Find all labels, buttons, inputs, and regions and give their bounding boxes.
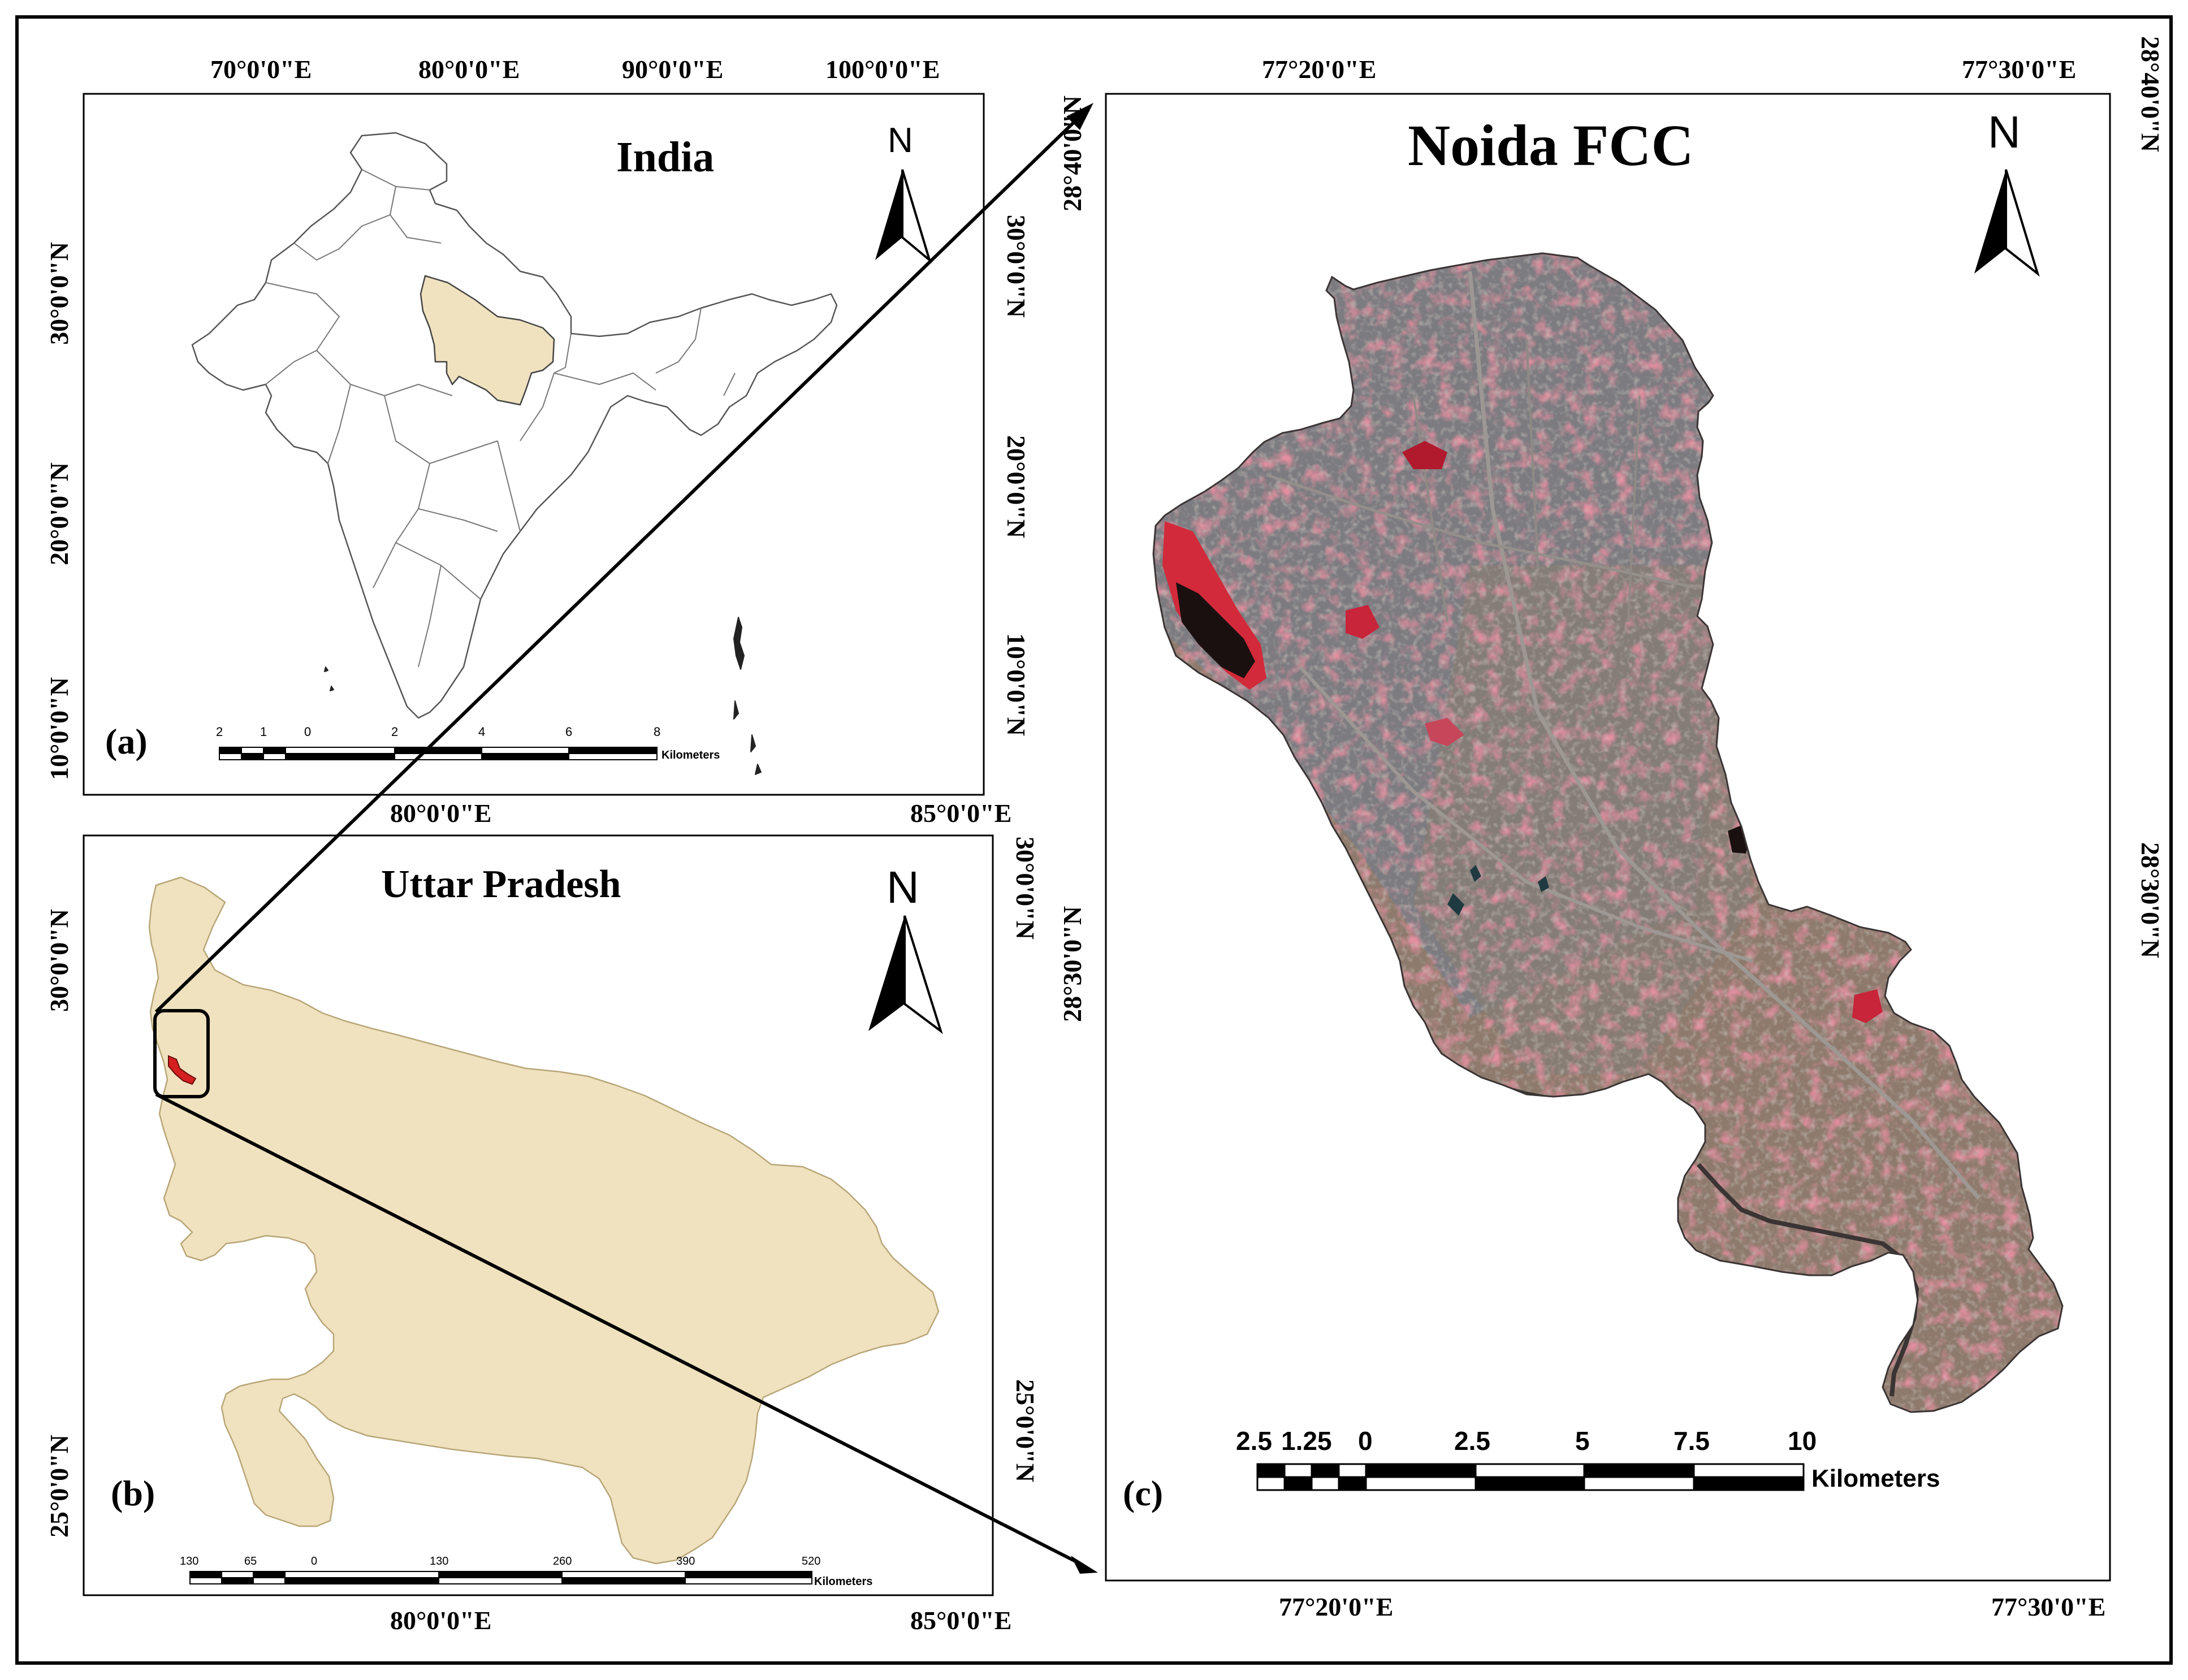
scale-bar-b [189, 1571, 812, 1584]
link-arrows [154, 103, 1098, 1574]
scale-bar-a [219, 747, 658, 760]
scale-c-label-4: 2.5 [1454, 1426, 1490, 1456]
panel-b-label: (b) [111, 1473, 155, 1513]
noida-boundary [1152, 252, 2064, 1413]
scale-b-label-1: 130 [180, 1555, 199, 1568]
scale-a-label-4: 2 [391, 725, 399, 739]
india-outline [191, 132, 838, 719]
panel-b-bottom-coord-2: 85°0'0"E [910, 1606, 1012, 1635]
scale-c-label-6: 7.5 [1674, 1426, 1710, 1456]
panel-b-bottom-coord-1: 80°0'0"E [390, 1606, 492, 1635]
scale-b-label-3: 0 [311, 1555, 318, 1568]
north-arrow-c [1974, 169, 2040, 277]
scale-a-label-2: 1 [260, 725, 267, 739]
panel-a-right-coord-1: 30°0'0"N [1002, 215, 1031, 318]
panel-b-right-coord-2: 25°0'0"N [1011, 1379, 1040, 1482]
panel-c-top-coord-1: 77°20'0"E [1262, 55, 1377, 84]
outer-frame [15, 15, 2173, 1665]
scale-b-label-7: 520 [802, 1555, 821, 1568]
panel-a-left-coord-1: 30°0'0"N [45, 242, 73, 345]
panel-a-left-coord-2: 20°0'0"N [45, 462, 73, 565]
panel-a-right-coord-3: 10°0'0"N [1002, 633, 1031, 736]
panel-b-top-coord-1: 80°0'0"E [390, 799, 492, 828]
panel-a-frame [83, 93, 985, 796]
panel-c-right-coord-1: 28°40'0"N [2136, 36, 2165, 152]
north-label-c: N [1988, 107, 2021, 157]
noida-locator-box [153, 1009, 210, 1098]
panel-c-top-coord-2: 77°30'0"E [1962, 55, 2077, 84]
north-arrow-a [875, 169, 932, 263]
andaman-islands [733, 617, 762, 775]
north-arrow-b [868, 915, 943, 1034]
scale-c-label-1: 2.5 [1236, 1426, 1272, 1456]
scale-c-label-5: 5 [1575, 1426, 1590, 1456]
scale-a-unit: Kilometers [661, 749, 720, 761]
scale-a-label-1: 2 [216, 725, 223, 739]
panel-c-bottom-coord-1: 77°20'0"E [1279, 1592, 1394, 1621]
panel-b-top-coord-2: 85°0'0"E [910, 799, 1012, 828]
north-label-b: N [887, 862, 919, 912]
scale-a-label-3: 0 [304, 725, 312, 739]
north-label-a: N [888, 121, 913, 160]
scale-b-label-6: 390 [676, 1555, 695, 1568]
panel-c-right-coord-2: 28°30'0"N [2136, 842, 2165, 958]
scale-b-label-5: 260 [553, 1555, 572, 1568]
panel-c-left-coord-1: 28°40'0"N [1058, 96, 1087, 211]
panel-a-left-coord-3: 10°0'0"N [45, 677, 73, 780]
scale-c-label-2: 1.25 [1281, 1426, 1332, 1456]
panel-a-label: (a) [105, 721, 148, 761]
india-map [191, 132, 838, 775]
noida-marker [168, 1055, 197, 1085]
panel-c-title: Noida FCC [1408, 113, 1694, 178]
scale-c-label-7: 10 [1788, 1426, 1817, 1456]
scale-a-label-6: 6 [565, 725, 573, 739]
panel-a-top-coord-3: 90°0'0"E [622, 55, 724, 84]
state-boundaries [265, 169, 736, 668]
scale-b-label-4: 130 [430, 1555, 449, 1568]
panel-c-left-coord-2: 28°30'0"N [1058, 906, 1087, 1022]
panel-b-left-coord-2: 25°0'0"N [45, 1435, 73, 1538]
scale-a-label-7: 8 [654, 725, 661, 739]
uttar-pradesh-highlight [420, 275, 555, 406]
scale-b-label-2: 65 [244, 1555, 257, 1568]
scale-c-label-3: 0 [1358, 1426, 1373, 1456]
panel-b-left-coord-1: 30°0'0"N [45, 909, 73, 1012]
panel-a-right-coord-2: 20°0'0"N [1002, 435, 1031, 538]
lakshadweep-islands [324, 666, 334, 691]
panel-a-top-coord-1: 70°0'0"E [210, 55, 312, 84]
panel-c-bottom-coord-2: 77°30'0"E [1991, 1592, 2106, 1621]
panel-c-label: (c) [1123, 1473, 1164, 1513]
panel-b-right-coord-1: 30°0'0"N [1011, 837, 1040, 939]
panel-b-title: Uttar Pradesh [381, 863, 621, 906]
scale-bar-c [1256, 1463, 1805, 1491]
panel-a-top-coord-2: 80°0'0"E [418, 55, 520, 84]
panel-a-title: India [616, 133, 715, 181]
scale-b-unit: Kilometers [814, 1575, 873, 1588]
scale-a-label-5: 4 [478, 725, 486, 739]
scale-c-unit: Kilometers [1811, 1465, 1940, 1492]
panel-a-top-coord-4: 100°0'0"E [825, 55, 940, 84]
